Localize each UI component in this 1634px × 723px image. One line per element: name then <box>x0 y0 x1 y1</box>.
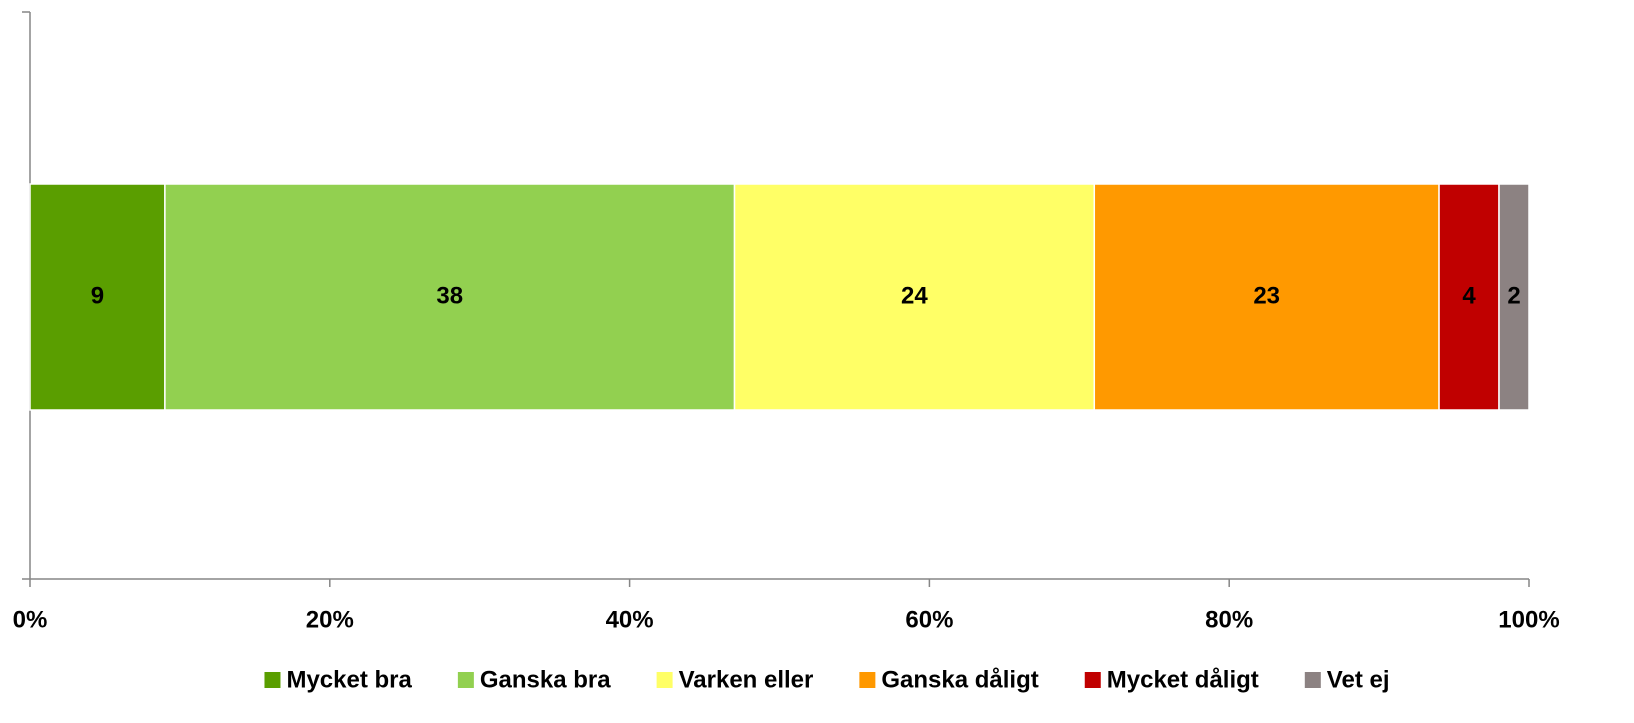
legend-label: Ganska bra <box>480 666 611 693</box>
legend-label: Mycket bra <box>286 666 412 693</box>
bar-segment <box>164 183 736 411</box>
data-label: 4 <box>1462 282 1476 309</box>
x-tick-label: 60% <box>905 606 953 633</box>
data-label: 23 <box>1253 282 1280 309</box>
data-label: 2 <box>1507 282 1520 309</box>
legend-swatch <box>859 672 876 688</box>
x-tick-label: 0% <box>13 606 48 633</box>
legend-label: Ganska dåligt <box>881 666 1038 693</box>
legend-label: Varken eller <box>679 666 814 693</box>
x-tick-label: 100% <box>1498 606 1559 633</box>
bar-segment <box>733 183 1096 411</box>
x-tick-label: 40% <box>606 606 654 633</box>
legend-swatch <box>1084 672 1101 688</box>
legend-swatch <box>656 672 673 688</box>
bar-segment <box>1438 183 1500 411</box>
bar-segment <box>1498 183 1530 411</box>
bar-segment <box>1093 183 1440 411</box>
legend-swatch <box>1304 672 1321 688</box>
x-tick-label: 80% <box>1205 606 1253 633</box>
legend-label: Mycket dåligt <box>1107 666 1259 693</box>
data-label: 24 <box>901 282 928 309</box>
data-label: 38 <box>436 282 463 309</box>
legend-swatch <box>264 672 281 688</box>
data-label: 9 <box>91 282 104 309</box>
legend-swatch <box>457 672 474 688</box>
legend-label: Vet ej <box>1327 666 1390 693</box>
x-tick-label: 20% <box>306 606 354 633</box>
